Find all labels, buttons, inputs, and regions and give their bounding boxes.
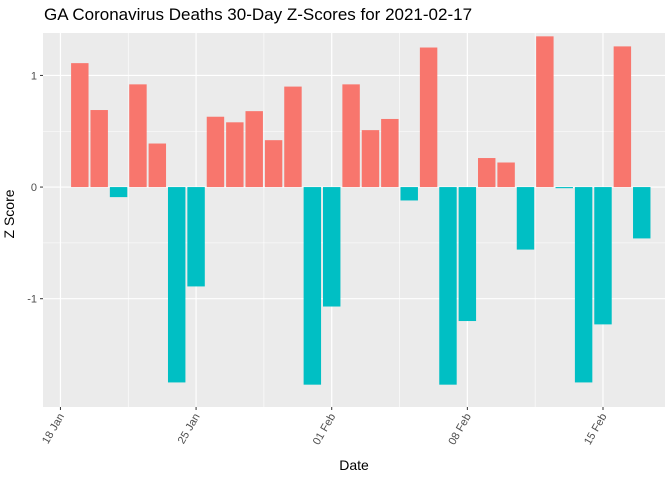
bar <box>342 84 360 188</box>
chart-title: GA Coronavirus Deaths 30-Day Z-Scores fo… <box>44 5 473 24</box>
x-axis: 18 Jan 25 Jan 01 Feb 08 Feb 15 Feb <box>40 407 610 448</box>
bar <box>478 158 496 188</box>
bar <box>400 187 418 201</box>
bar <box>148 143 167 188</box>
bar <box>497 162 515 188</box>
bar <box>613 46 632 188</box>
bar <box>322 187 341 307</box>
bar <box>555 187 573 189</box>
y-tick-label: -1 <box>27 294 37 306</box>
bar <box>536 36 554 188</box>
x-tick-label: 08 Feb <box>446 412 474 448</box>
bar <box>303 187 322 385</box>
bar <box>109 187 128 198</box>
y-axis-title: Z Score <box>1 189 17 238</box>
bar <box>129 84 147 188</box>
x-axis-title: Date <box>339 457 369 473</box>
bar <box>187 187 205 287</box>
bar <box>264 140 283 188</box>
bar <box>381 118 399 188</box>
bar <box>458 187 477 322</box>
x-tick-label: 25 Jan <box>176 412 203 447</box>
bar <box>226 122 244 188</box>
bar <box>594 187 612 325</box>
x-tick-label: 18 Jan <box>40 412 67 447</box>
bar <box>361 130 380 188</box>
bar <box>90 110 108 188</box>
y-axis: -1 0 1 <box>27 70 43 306</box>
x-tick-label: 15 Feb <box>582 412 610 448</box>
bar <box>245 111 263 188</box>
y-tick-label: 1 <box>31 70 37 82</box>
bar <box>439 187 457 385</box>
bar <box>633 187 651 239</box>
bar <box>71 63 89 188</box>
bar <box>419 47 438 188</box>
bar <box>206 116 225 188</box>
bars <box>71 36 651 385</box>
y-tick-label: 0 <box>31 182 37 194</box>
bar <box>516 187 535 250</box>
x-tick-label: 01 Feb <box>311 412 339 448</box>
bar <box>167 187 186 383</box>
bar <box>284 86 302 188</box>
bar <box>574 187 593 383</box>
